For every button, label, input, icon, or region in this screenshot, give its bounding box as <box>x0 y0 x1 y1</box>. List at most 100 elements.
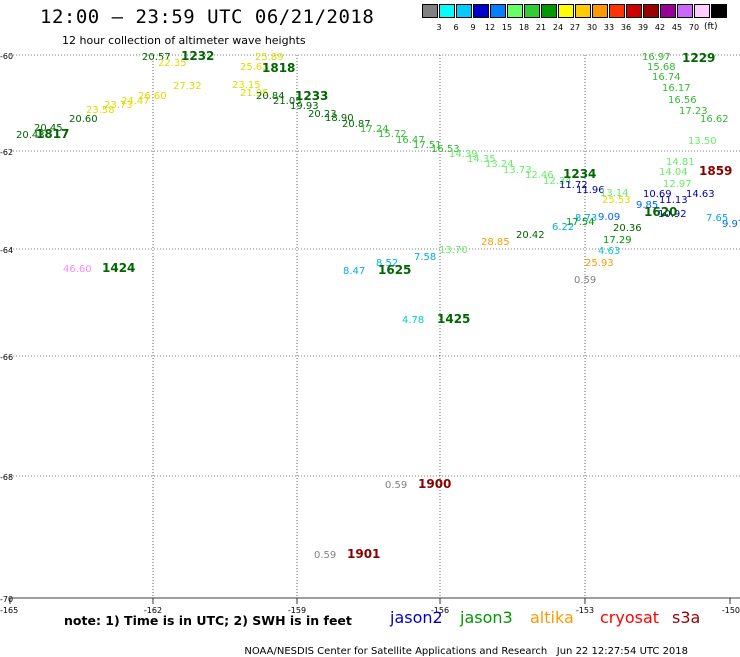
legend-label: 3 <box>436 23 442 32</box>
wave-height-value: 16.97 <box>642 52 671 63</box>
wave-height-value: 9.85 <box>636 200 658 211</box>
legend-swatch <box>541 4 557 18</box>
wave-height-value: 16.17 <box>662 83 691 94</box>
wave-height-value: 25.93 <box>585 258 614 269</box>
wave-height-value: 26.60 <box>138 91 167 102</box>
wave-height-value: 20.84 <box>256 91 285 102</box>
wave-height-value: 14.04 <box>659 167 688 178</box>
satellite-name: cryosat <box>600 608 660 627</box>
wave-height-value: 0.59 <box>314 550 336 561</box>
wave-height-value: 16.47 <box>396 135 425 146</box>
legend-label: 21 <box>535 23 547 32</box>
wave-height-value: 10.92 <box>658 209 687 220</box>
legend-swatch <box>643 4 659 18</box>
lat-label: -70 <box>0 595 13 604</box>
pass-time-label: 1901 <box>347 547 380 561</box>
wave-height-value: 27.32 <box>173 81 202 92</box>
wave-height-value: 0.59 <box>574 275 596 286</box>
wave-height-value: 11.96 <box>576 185 605 196</box>
legend-label: 42 <box>654 23 666 32</box>
wave-height-value: 0.59 <box>385 480 407 491</box>
wave-height-value: 11.13 <box>659 195 688 206</box>
legend-label: 6 <box>453 23 459 32</box>
wave-height-value: 13.24 <box>485 159 514 170</box>
wave-height-value: 16.53 <box>431 144 460 155</box>
wave-height-value: 6.22 <box>552 222 574 233</box>
pass-time-label: 1818 <box>262 61 295 75</box>
satellite-name: s3a <box>672 608 701 627</box>
legend-swatch <box>694 4 710 18</box>
legend-swatch <box>626 4 642 18</box>
wave-height-value: 7.65 <box>706 213 728 224</box>
wave-height-value: 20.42 <box>516 230 545 241</box>
lat-label: -68 <box>0 473 13 482</box>
lon-label: -150 <box>722 606 740 615</box>
legend-swatch <box>677 4 693 18</box>
lat-label: -60 <box>0 52 13 61</box>
legend-label: 45 <box>671 23 683 32</box>
map-subtitle: 12 hour collection of altimeter wave hei… <box>62 34 306 47</box>
wave-height-value: 11.72 <box>559 180 588 191</box>
wave-height-value: 28.85 <box>481 237 510 248</box>
wave-height-value: 9.97 <box>722 219 740 230</box>
wave-height-value: 14.39 <box>449 149 478 160</box>
wave-height-value: 20.36 <box>613 223 642 234</box>
legend-label: 39 <box>637 23 649 32</box>
legend-label: 15 <box>501 23 513 32</box>
wave-height-value: 25.63 <box>240 62 269 73</box>
lon-label: -159 <box>288 606 306 615</box>
legend-swatch <box>558 4 574 18</box>
wave-height-value: 20.45 <box>34 123 63 134</box>
wave-height-value: 17.24 <box>360 124 389 135</box>
legend-label: 33 <box>603 23 615 32</box>
pass-time-label: 1620 <box>644 205 677 219</box>
wave-height-value: 19.93 <box>290 101 319 112</box>
wave-height-value: 20.43 <box>16 130 45 141</box>
wave-height-value: 16.62 <box>700 114 729 125</box>
legend-label: 30 <box>586 23 598 32</box>
wave-height-value: 14.35 <box>467 154 496 165</box>
wave-height-value: 20.87 <box>342 119 371 130</box>
wave-height-value: 13.73 <box>503 165 532 176</box>
wave-height-value: 12.46 <box>525 170 554 181</box>
wave-height-value: 23.73 <box>104 100 133 111</box>
legend-swatch <box>456 4 472 18</box>
legend-swatch <box>473 4 489 18</box>
footer-credit: NOAA/NESDIS Center for Satellite Applica… <box>238 635 688 657</box>
legend-label: 12 <box>484 23 496 32</box>
footer-note: note: 1) Time is in UTC; 2) SWH is in fe… <box>64 613 352 628</box>
legend-swatch <box>660 4 676 18</box>
legend-swatch <box>711 4 727 18</box>
legend-swatch <box>524 4 540 18</box>
wave-height-value: 15.72 <box>378 129 407 140</box>
pass-time-label: 1234 <box>563 167 596 181</box>
wave-height-value: 14.63 <box>686 189 715 200</box>
legend-label: 24 <box>552 23 564 32</box>
wave-height-value: 24.47 <box>121 96 150 107</box>
wave-height-value: 21.95 <box>240 88 269 99</box>
lon-label: -156 <box>431 606 449 615</box>
wave-height-value: 22.35 <box>158 58 187 69</box>
legend-swatch <box>609 4 625 18</box>
wave-height-value: 17.29 <box>603 235 632 246</box>
pass-time-label: 1424 <box>102 261 135 275</box>
pass-time-label: 1859 <box>699 164 732 178</box>
wave-height-value: 12.97 <box>663 179 692 190</box>
legend-label: 18 <box>518 23 530 32</box>
wave-height-value: 13.14 <box>600 188 629 199</box>
legend-swatch <box>507 4 523 18</box>
legend-swatch <box>439 4 455 18</box>
legend-label: 70 <box>688 23 700 32</box>
map-grid: -60 -62 -64 -66 -68 -70 -165 -162 -159 -156 -153 -1… <box>0 52 740 615</box>
satellite-name: jason2 <box>390 608 443 627</box>
satellite-name: jason3 <box>460 608 513 627</box>
wave-height-value: 12.34 <box>543 176 572 187</box>
wave-height-value: 20.60 <box>69 114 98 125</box>
wave-height-value: 8.47 <box>343 266 365 277</box>
legend-swatch <box>592 4 608 18</box>
wave-height-value: 23.58 <box>86 105 115 116</box>
wave-height-value: 17.23 <box>679 106 708 117</box>
wave-height-value: 14.81 <box>666 157 695 168</box>
